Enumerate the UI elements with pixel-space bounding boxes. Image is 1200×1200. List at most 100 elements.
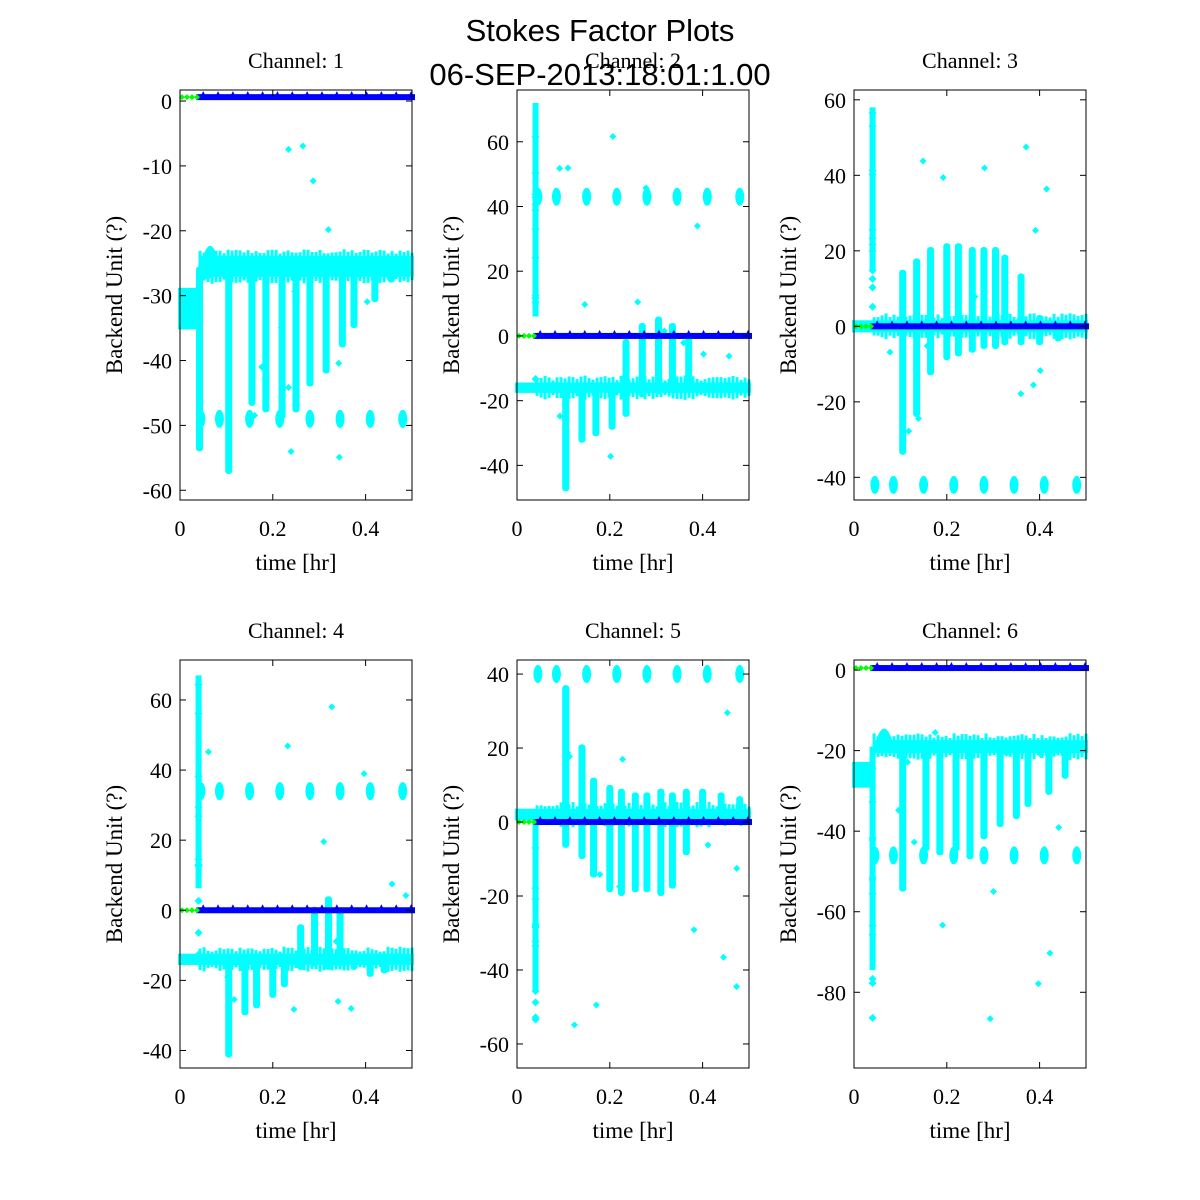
spike-down [966, 746, 974, 860]
spike-down [350, 959, 358, 970]
panel-channel-4: 0 0.2 0.4 60 40 20 0 -20 -40 Channel: 4 time [hr] B… [102, 618, 415, 1143]
spike-down [1045, 746, 1053, 795]
cluster-point [1039, 475, 1049, 494]
reference-point [274, 904, 281, 914]
spike-up [699, 788, 707, 815]
outlier-point [203, 273, 211, 281]
reference-point [745, 329, 752, 339]
streak-point [531, 253, 540, 262]
outlier-point [277, 951, 285, 959]
reference-point [641, 816, 648, 826]
spike-down [1024, 746, 1032, 808]
streak-point [531, 375, 540, 384]
cluster-point [1072, 475, 1082, 494]
spike-down [980, 746, 988, 840]
baseline-noise-point [382, 250, 386, 283]
spike-down [643, 814, 651, 893]
baseline-noise-point [575, 806, 579, 823]
baseline-noise-point [647, 804, 651, 825]
initial-point [184, 94, 190, 101]
baseline-noise-point [555, 377, 559, 399]
y-axis-label: Backend Unit (?) [439, 216, 464, 374]
spike-down [280, 959, 288, 988]
reference-point [1037, 662, 1044, 672]
outlier-point [284, 383, 292, 391]
spike-down [638, 387, 646, 398]
baseline-noise-point [386, 946, 390, 972]
baseline-noise-point [310, 251, 314, 281]
baseline-noise-point [735, 377, 739, 399]
reference-point [1007, 662, 1014, 672]
baseline-noise-point [695, 378, 699, 397]
axes-frame [516, 659, 750, 1069]
baseline-noise-point [611, 803, 615, 826]
spike-down [306, 266, 314, 387]
cluster-point [214, 409, 224, 428]
streak-point [868, 247, 877, 256]
y-tick-label: 60 [487, 130, 509, 155]
reference-point [685, 329, 692, 339]
baseline-noise-point [346, 251, 350, 282]
reference-point [1067, 662, 1074, 672]
reference-point [244, 904, 251, 914]
baseline-noise-point [571, 377, 575, 399]
baseline-noise-point [739, 379, 743, 396]
outlier-point [1009, 745, 1017, 753]
streak-point [868, 122, 877, 131]
baseline-noise-point [298, 252, 302, 281]
outlier-point [986, 1015, 994, 1023]
spike-down [608, 387, 616, 430]
y-tick-label: -40 [480, 453, 509, 478]
baseline-noise-point [872, 733, 876, 760]
outlier-point [1029, 381, 1037, 389]
outlier-point [939, 921, 947, 929]
reference-point [963, 320, 970, 330]
baseline-noise-point [539, 377, 543, 398]
baseline-noise-point [218, 947, 222, 971]
cluster-point [582, 665, 592, 684]
baseline-noise-point [258, 252, 262, 281]
reference-point [581, 816, 588, 826]
y-axis-label: Backend Unit (?) [776, 216, 801, 374]
x-tick-label: 0.2 [933, 516, 961, 541]
baseline-noise-point [900, 735, 904, 758]
y-tick-label: -20 [817, 390, 846, 415]
y-tick-label: -40 [817, 819, 846, 844]
spike-up [311, 906, 319, 960]
spike-down [1054, 326, 1062, 342]
outlier-point [363, 298, 371, 306]
reference-point [948, 320, 955, 330]
baseline-noise-point [406, 250, 410, 283]
reference-point [992, 320, 999, 330]
outlier-point [910, 838, 918, 846]
cluster-point [398, 409, 408, 428]
reference-point [700, 816, 707, 826]
reference-point [626, 329, 633, 339]
y-tick-label: 40 [487, 194, 509, 219]
baseline-noise-point [559, 377, 563, 399]
spike-down [631, 814, 639, 893]
spike-up [668, 322, 676, 388]
streak-point [868, 835, 877, 844]
reference-point [259, 904, 266, 914]
cluster-point [919, 846, 929, 865]
x-tick-label: 0.2 [596, 1084, 624, 1109]
spike-down [322, 266, 330, 374]
baseline-noise-point [370, 252, 374, 281]
baseline-noise-point [334, 252, 338, 281]
spike-down [996, 746, 1004, 828]
baseline-noise-point [699, 802, 703, 827]
baseline-noise-point [543, 806, 547, 823]
baseline-noise-point [731, 375, 735, 400]
spike-up [606, 785, 614, 815]
outlier-point [939, 173, 947, 181]
outlier-point [581, 301, 589, 309]
spike-up [1017, 273, 1025, 327]
x-tick-label: 0.4 [1026, 1084, 1054, 1109]
cluster-point [672, 187, 682, 206]
cluster-point [245, 409, 255, 428]
reference-point [889, 662, 896, 672]
spike-down [606, 814, 614, 893]
y-tick-label: -60 [143, 478, 172, 503]
baseline-noise-point [302, 948, 306, 971]
